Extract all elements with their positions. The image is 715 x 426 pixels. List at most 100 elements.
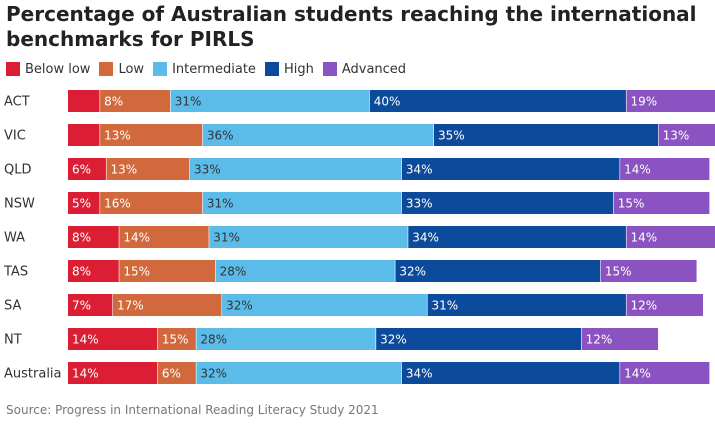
legend-swatch [6,62,20,76]
bar-segment [401,192,614,214]
bar-segment [106,158,190,180]
data-label: 12% [586,333,613,347]
data-label: 32% [380,333,407,347]
bar-segment [100,124,203,146]
bar-segment [658,124,715,146]
data-label: 13% [104,129,131,143]
data-label: 31% [432,299,459,313]
data-label: 40% [374,95,401,109]
bar-segment [68,192,100,214]
data-label: 13% [663,129,690,143]
category-label: TAS [3,265,28,280]
data-label: 33% [406,197,433,211]
bar-segment [401,362,620,384]
bar-segment [112,294,222,316]
data-label: 32% [226,299,253,313]
data-label: 15% [123,265,150,279]
category-label: NSW [4,197,35,212]
bar-segment [157,362,196,384]
chart-legend: Below low Low Intermediate High Advanced [6,60,415,78]
data-label: 14% [123,231,150,245]
data-label: 14% [72,367,99,381]
data-label: 14% [631,231,658,245]
legend-label: Intermediate [172,61,256,77]
bar-segment [196,328,376,350]
legend-item-4: Advanced [322,61,407,77]
legend-item-0: Below low [6,62,90,77]
bar-segment [626,226,715,248]
category-label: Australia [4,367,62,382]
data-label: 6% [72,163,91,177]
bar-segment [100,192,203,214]
data-label: 33% [194,163,221,177]
data-label: 14% [72,333,99,347]
bar-segment [68,362,158,384]
bar-segment [170,90,370,112]
bar-segment [209,226,408,248]
legend-item-1: Low [99,62,144,77]
bar-segment [68,294,113,316]
data-label: 14% [624,163,651,177]
data-label: 19% [631,95,658,109]
bar-segment [613,192,710,214]
bar-segment [620,362,710,384]
chart-title: Percentage of Australian students reachi… [6,2,697,51]
data-label: 15% [605,265,632,279]
data-label: 31% [207,197,234,211]
bar-segment [427,294,626,316]
bar-segment [119,260,216,282]
bar-segment [222,294,427,316]
bar-segment [68,158,106,180]
category-label: QLD [4,163,32,178]
category-label: SA [4,299,21,314]
data-label: 31% [175,95,202,109]
legend-swatch [322,62,337,76]
bar-segment [68,124,100,146]
category-label: WA [4,231,25,246]
legend-label: Advanced [341,61,407,77]
data-label: 32% [200,367,227,381]
legend-label: High [283,61,314,77]
bar-segment [68,328,158,350]
category-label: VIC [4,129,26,144]
bar-segment [189,158,402,180]
data-label: 7% [72,299,91,313]
data-label: 14% [624,367,651,381]
bar-segment [626,90,715,112]
data-label: 28% [220,265,247,279]
legend-item-3: High [264,61,314,77]
data-label: 34% [406,367,433,381]
bar-segment [68,226,119,248]
bar-segment [100,90,171,112]
data-label: 28% [200,333,227,347]
bar-segment [433,124,659,146]
data-label: 16% [104,197,131,211]
bar-segment [196,362,402,384]
bar-segment [408,226,626,248]
bar-segment [395,260,601,282]
chart-source: Source: Progress in International Readin… [6,403,379,417]
data-label: 34% [412,231,439,245]
bar-segment [369,90,626,112]
data-label: 8% [72,265,91,279]
bar-segment [215,260,395,282]
data-label: 36% [207,129,234,143]
data-label: 12% [631,299,658,313]
bar-segment [376,328,581,350]
legend-item-2: Intermediate [153,62,256,77]
bar-segment [600,260,697,282]
data-label: 34% [406,163,433,177]
bar-segment [157,328,196,350]
legend-swatch [99,62,114,76]
data-label: 17% [117,299,144,313]
data-label: 13% [111,163,138,177]
legend-label: Below low [25,61,91,77]
legend-swatch [153,62,168,76]
legend-swatch [264,62,279,76]
bar-segment [202,124,434,146]
data-label: 6% [162,367,181,381]
bar-segment [68,90,100,112]
data-label: 15% [162,333,189,347]
category-label: NT [4,333,22,348]
